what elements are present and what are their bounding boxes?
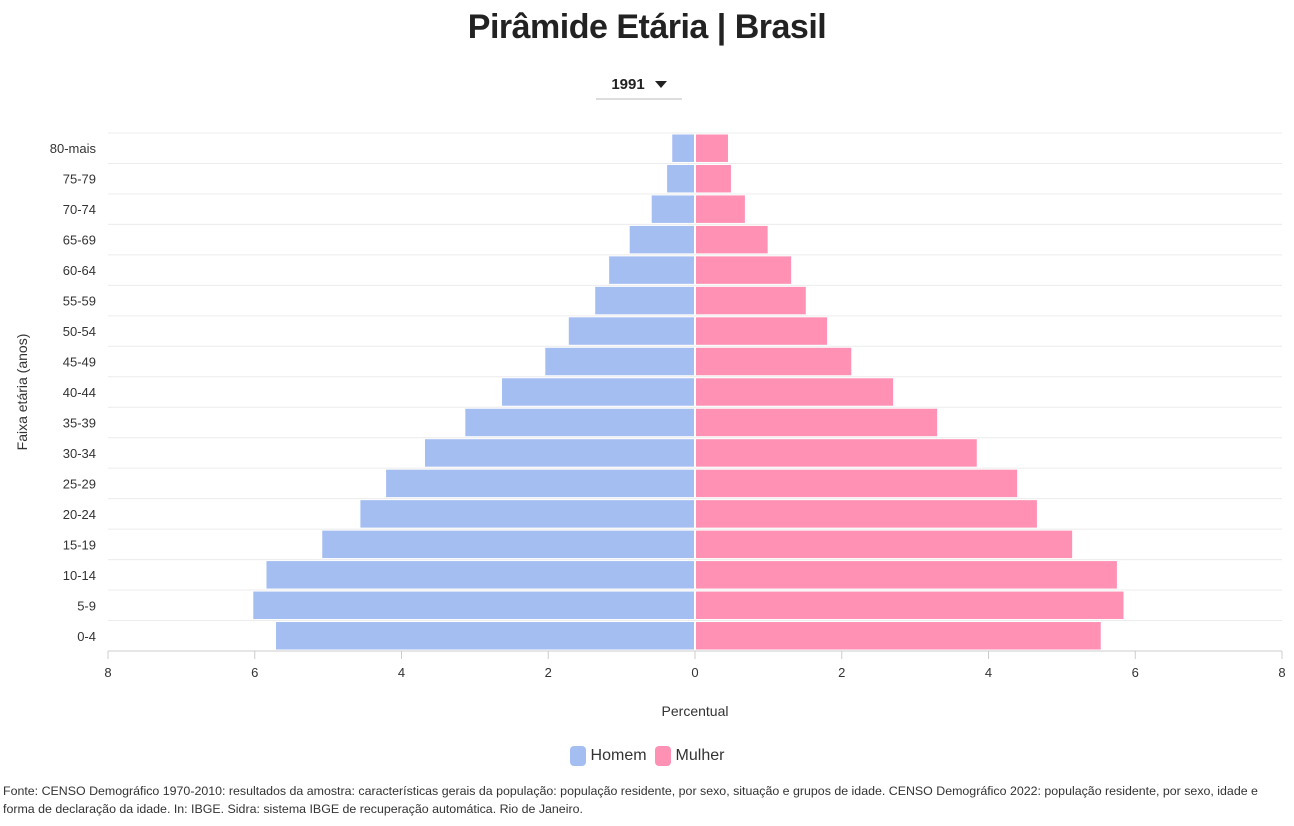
chart-title: Pirâmide Etária | Brasil <box>467 8 827 46</box>
pyramid-chart: 80-mais75-7970-7465-6960-6455-5950-5445-… <box>14 132 1286 719</box>
bar-mulher[interactable] <box>696 256 792 284</box>
bar-homem[interactable] <box>545 347 694 376</box>
y-tick-label: 45-49 <box>63 355 96 370</box>
y-tick-label: 55-59 <box>63 294 96 309</box>
y-tick-label: 60-64 <box>63 263 96 278</box>
bar-homem[interactable] <box>672 134 694 162</box>
bar-mulher[interactable] <box>696 317 828 345</box>
legend-label: Mulher <box>675 747 725 764</box>
caret-down-icon <box>654 80 667 88</box>
x-tick-label: 6 <box>1132 665 1139 680</box>
bar-homem[interactable] <box>609 256 694 284</box>
bar-homem[interactable] <box>465 408 694 437</box>
bar-mulher[interactable] <box>696 347 852 376</box>
bar-mulher[interactable] <box>696 500 1037 528</box>
bar-homem[interactable] <box>276 622 694 650</box>
bar-homem[interactable] <box>568 317 694 345</box>
bar-homem[interactable] <box>651 195 694 223</box>
bar-mulher[interactable] <box>696 378 894 406</box>
y-tick-label: 40-44 <box>63 385 96 400</box>
bar-homem[interactable] <box>667 164 694 193</box>
x-tick-label: 8 <box>104 665 111 680</box>
bar-mulher[interactable] <box>696 439 977 467</box>
y-tick-label: 15-19 <box>63 537 96 552</box>
y-tick-label: 50-54 <box>63 324 96 339</box>
bar-mulher[interactable] <box>696 622 1101 650</box>
x-tick-label: 6 <box>251 665 258 680</box>
bar-mulher[interactable] <box>696 408 938 437</box>
bar-homem[interactable] <box>595 286 694 315</box>
x-tick-label: 4 <box>398 665 405 680</box>
legend: Homem Mulher <box>0 746 1294 766</box>
x-tick-label: 2 <box>838 665 845 680</box>
y-tick-label: 10-14 <box>63 568 96 583</box>
bar-homem[interactable] <box>424 439 694 467</box>
y-tick-label: 5-9 <box>77 598 96 613</box>
bar-mulher[interactable] <box>696 286 806 315</box>
x-tick-label: 8 <box>1278 665 1285 680</box>
x-tick-label: 0 <box>691 665 698 680</box>
x-tick-label: 4 <box>985 665 992 680</box>
y-tick-label: 20-24 <box>63 507 96 522</box>
y-axis-label: Faixa etária (anos) <box>14 334 30 451</box>
bar-homem[interactable] <box>629 225 694 254</box>
legend-swatch-mulher <box>654 746 671 766</box>
source-note: Fonte: CENSO Demográfico 1970-2010: resu… <box>3 784 1258 816</box>
y-tick-label: 0-4 <box>77 629 96 644</box>
bar-mulher[interactable] <box>696 225 768 254</box>
bar-homem[interactable] <box>253 591 694 620</box>
x-axis-label: Percentual <box>662 703 729 719</box>
bar-mulher[interactable] <box>696 134 729 162</box>
x-tick-label: 2 <box>545 665 552 680</box>
bar-homem[interactable] <box>266 561 694 589</box>
bar-mulher[interactable] <box>696 195 745 223</box>
legend-item-mulher[interactable]: Mulher <box>654 746 725 766</box>
bar-mulher[interactable] <box>696 561 1117 589</box>
bar-homem[interactable] <box>360 500 694 528</box>
y-tick-label: 70-74 <box>63 202 96 217</box>
bar-mulher[interactable] <box>696 469 1018 498</box>
year-dropdown[interactable]: 1991 <box>596 70 682 100</box>
bar-homem[interactable] <box>386 469 694 498</box>
bar-mulher[interactable] <box>696 591 1124 620</box>
y-tick-label: 25-29 <box>63 476 96 491</box>
y-tick-label: 65-69 <box>63 233 96 248</box>
bar-homem[interactable] <box>502 378 694 406</box>
bar-mulher[interactable] <box>696 164 731 193</box>
legend-item-homem[interactable]: Homem <box>569 746 647 766</box>
y-tick-label: 30-34 <box>63 446 96 461</box>
legend-swatch-homem <box>569 746 586 766</box>
y-tick-label: 35-39 <box>63 415 96 430</box>
y-tick-label: 75-79 <box>63 172 96 187</box>
bar-mulher[interactable] <box>696 530 1073 559</box>
year-value: 1991 <box>611 75 645 93</box>
legend-label: Homem <box>590 747 647 764</box>
y-tick-label: 80-mais <box>50 141 97 156</box>
bar-homem[interactable] <box>322 530 694 559</box>
